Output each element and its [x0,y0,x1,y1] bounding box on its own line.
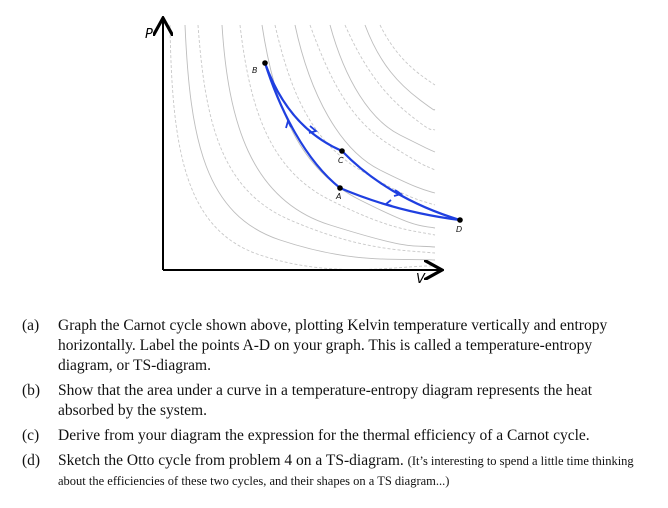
point-label-a: A [336,192,342,201]
question-text: Graph the Carnot cycle shown above, plot… [58,317,608,374]
question-text: Sketch the Otto cycle from problem 4 on … [58,452,404,469]
question-marker: (d) [22,452,41,469]
point-label-b: B [252,66,258,75]
p-axis-label: P [145,27,153,42]
v-axis-label: V [416,272,425,287]
question-marker: (a) [22,317,40,334]
cycle-points [262,60,463,223]
question-list: (a) Graph the Carnot cycle shown above, … [22,316,648,496]
question-marker: (b) [22,382,41,399]
pv-diagram: P V B C A D [0,0,463,300]
question-marker: (c) [22,427,40,444]
pv-diagram-graphic [0,0,463,300]
question-b: (b) Show that the area under a curve in … [22,381,648,421]
question-text: Show that the area under a curve in a te… [58,382,593,419]
question-note: (It’s interesting to spend a little time… [58,454,634,488]
point-label-d: D [456,225,463,234]
background-curves [169,24,436,270]
carnot-cycle [263,62,461,222]
question-a: (a) Graph the Carnot cycle shown above, … [22,316,648,376]
question-d: (d) Sketch the Otto cycle from problem 4… [22,451,648,491]
question-text: Derive from your diagram the expression … [58,427,590,444]
question-c: (c) Derive from your diagram the express… [22,426,648,446]
point-label-c: C [338,156,344,165]
